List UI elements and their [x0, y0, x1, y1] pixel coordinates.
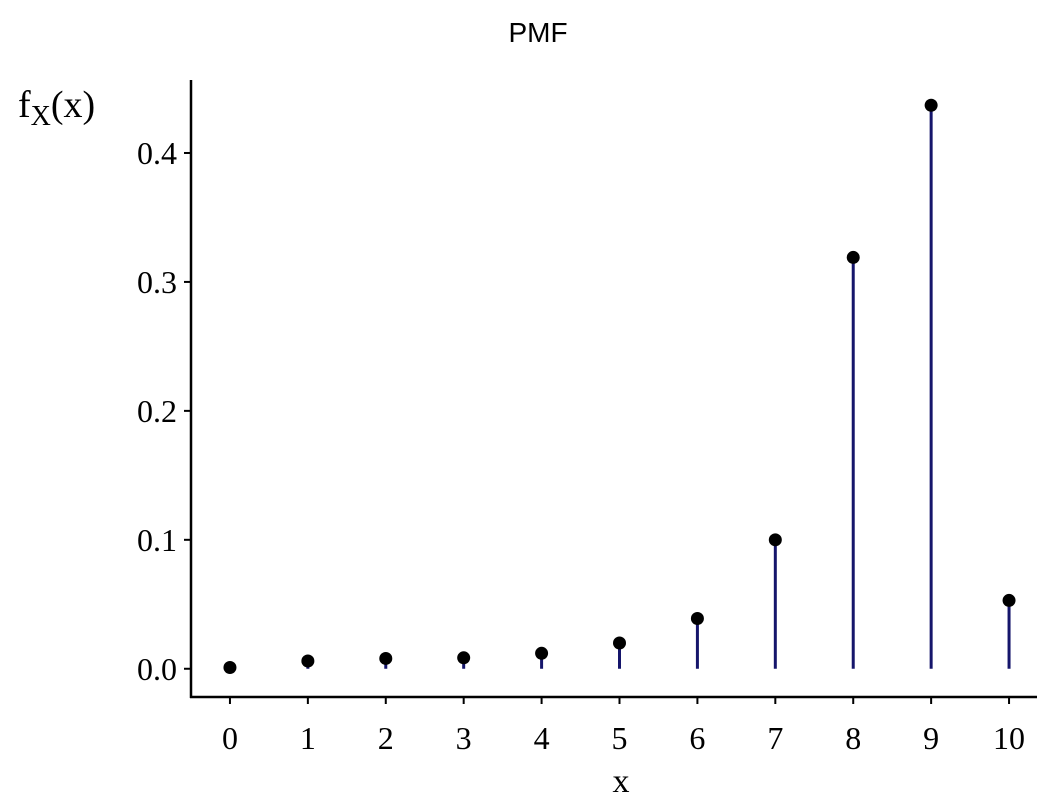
x-tick-label: 5 [612, 720, 628, 756]
chart-title: PMF [508, 17, 567, 48]
point [768, 533, 782, 547]
y-label-base: f [18, 84, 31, 126]
point [535, 646, 549, 660]
y-axis-label: fX(x) [18, 84, 95, 132]
y-tick-label: 0.2 [137, 393, 177, 429]
x-tick-label: 10 [993, 720, 1025, 756]
y-tick-label: 0.1 [137, 522, 177, 558]
x-tick-label: 0 [222, 720, 238, 756]
x-tick-label: 7 [767, 720, 783, 756]
y-tick-label: 0.4 [137, 135, 177, 171]
x-tick-label: 2 [378, 720, 394, 756]
x-axis-label: x [613, 763, 630, 796]
y-tick-label: 0.0 [137, 651, 177, 687]
point [223, 660, 237, 674]
x-tick-label: 1 [300, 720, 316, 756]
x-tick-label: 8 [845, 720, 861, 756]
y-label-arg: (x) [51, 84, 95, 126]
point [457, 651, 471, 665]
x-tick-label: 9 [923, 720, 939, 756]
point [301, 654, 315, 668]
point [846, 250, 860, 264]
x-tick-label: 3 [456, 720, 472, 756]
point [379, 651, 393, 665]
point [1002, 593, 1016, 607]
x-tick-label: 4 [534, 720, 550, 756]
point [613, 636, 626, 650]
point [924, 98, 938, 112]
point [690, 611, 704, 625]
x-tick-label: 6 [689, 720, 705, 756]
y-label-sub: X [31, 101, 51, 132]
y-tick-label: 0.3 [137, 264, 177, 300]
